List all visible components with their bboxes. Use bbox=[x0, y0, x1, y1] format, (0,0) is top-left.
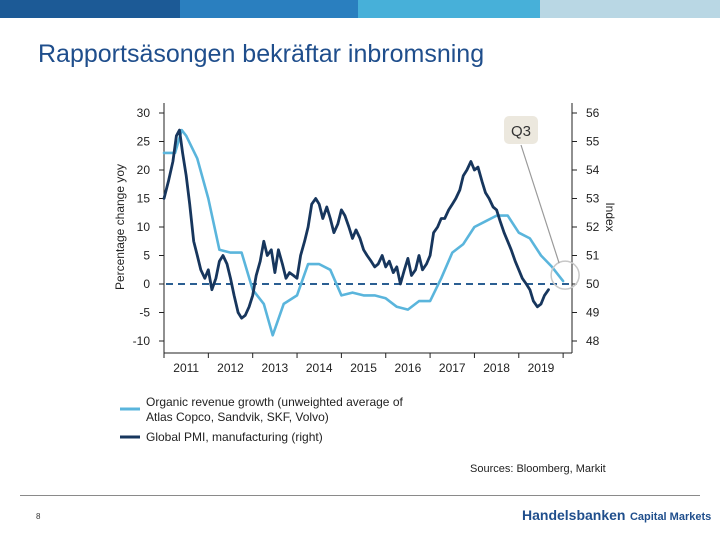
legend-label-pmi: Global PMI, manufacturing (right) bbox=[146, 430, 323, 444]
top-color-bar bbox=[0, 0, 720, 18]
top-bar-segment bbox=[180, 0, 358, 18]
right-tick-label: 49 bbox=[586, 306, 600, 320]
left-tick-label: 20 bbox=[137, 163, 151, 177]
chart-legend: Organic revenue growth (unweighted avera… bbox=[120, 395, 403, 444]
annotation-label: Q3 bbox=[511, 123, 531, 140]
x-tick-label: 2014 bbox=[306, 361, 333, 375]
left-tick-label: 15 bbox=[137, 192, 151, 206]
x-tick-label: 2016 bbox=[395, 361, 422, 375]
top-bar-segment bbox=[540, 0, 720, 18]
x-tick-label: 2017 bbox=[439, 361, 466, 375]
right-tick-label: 54 bbox=[586, 163, 600, 177]
left-tick-label: 30 bbox=[137, 106, 151, 120]
x-tick-label: 2011 bbox=[173, 361, 199, 375]
chart-annotation: Q3 bbox=[504, 116, 580, 290]
right-tick-label: 55 bbox=[586, 135, 600, 149]
page-title: Rapportsäsongen bekräftar inbromsning bbox=[38, 40, 485, 68]
x-tick-label: 2013 bbox=[262, 361, 289, 375]
x-tick-label: 2019 bbox=[528, 361, 555, 375]
chart-series bbox=[162, 128, 570, 337]
x-tick-label: 2018 bbox=[483, 361, 510, 375]
right-tick-label: 53 bbox=[586, 192, 600, 206]
left-tick-label: 25 bbox=[137, 135, 151, 149]
right-tick-label: 52 bbox=[586, 220, 600, 234]
left-tick-label: 10 bbox=[137, 220, 151, 234]
annotation-box bbox=[504, 116, 538, 144]
legend-label-organic-1: Organic revenue growth (unweighted avera… bbox=[146, 395, 403, 409]
brand-main: Handelsbanken bbox=[522, 507, 626, 523]
brand-sub: Capital Markets bbox=[629, 511, 712, 523]
series-line-pmi bbox=[162, 128, 550, 320]
legend-label-organic-2: Atlas Copco, Sandvik, SKF, Volvo) bbox=[146, 410, 329, 424]
right-axis-title: Index bbox=[603, 202, 617, 231]
x-tick-label: 2015 bbox=[350, 361, 377, 375]
left-tick-label: -5 bbox=[139, 306, 150, 320]
footer-divider bbox=[20, 495, 700, 496]
annotation-circle bbox=[550, 260, 580, 290]
left-tick-label: 0 bbox=[143, 277, 150, 291]
top-bar-segment bbox=[358, 0, 540, 18]
series-line-organic bbox=[162, 128, 565, 337]
right-tick-label: 51 bbox=[586, 249, 600, 263]
right-tick-label: 50 bbox=[586, 277, 600, 291]
brand-logo: Handelsbanken Capital Markets bbox=[522, 507, 711, 525]
right-tick-label: 56 bbox=[586, 106, 600, 120]
left-tick-label: -10 bbox=[133, 334, 151, 348]
right-tick-label: 48 bbox=[586, 334, 600, 348]
annotation-pointer bbox=[520, 144, 560, 264]
top-bar-segment bbox=[0, 0, 180, 18]
x-tick-label: 2012 bbox=[217, 361, 244, 375]
left-tick-label: 5 bbox=[143, 249, 150, 263]
left-axis-title: Percentage change yoy bbox=[113, 164, 127, 290]
page-number: 8 bbox=[36, 512, 41, 521]
sources-note: Sources: Bloomberg, Markit bbox=[470, 463, 606, 475]
